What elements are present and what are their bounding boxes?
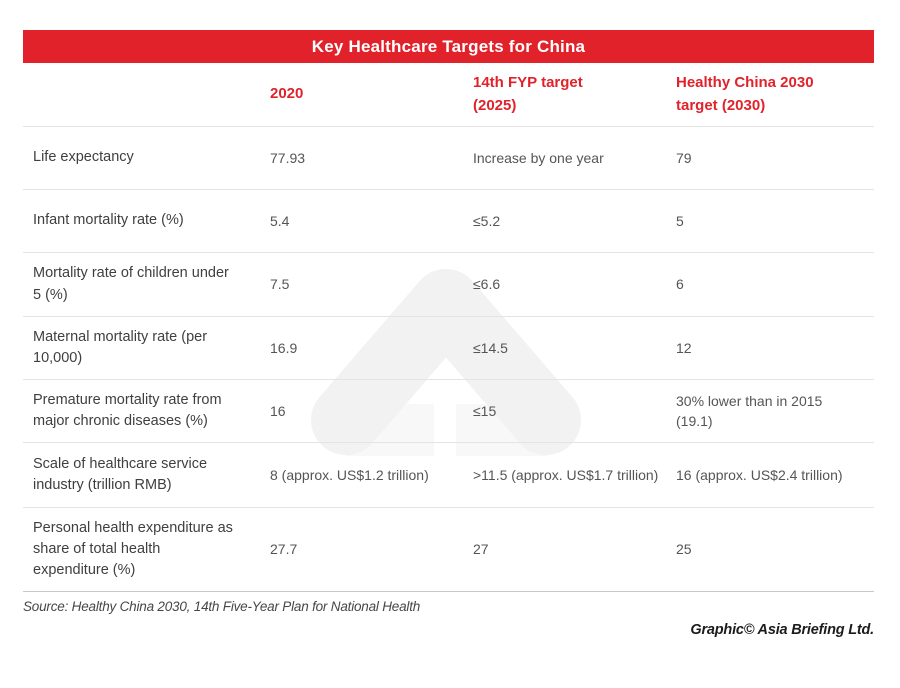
column-header-2020: 2020 xyxy=(270,83,473,106)
table-row-premature-mortality: Premature mortality rate from major chro… xyxy=(23,380,874,443)
value-2020: 7.5 xyxy=(270,276,290,293)
table-content: Key Healthcare Targets for China 2020 14… xyxy=(0,30,900,638)
value-hc2030: 5 xyxy=(676,212,684,229)
healthcare-targets-table: 2020 14th FYP target (2025) Healthy Chin… xyxy=(23,63,874,592)
column-header-hc2030-label: Healthy China 2030 target (2030) xyxy=(676,74,814,114)
table-row-under5-mortality: Mortality rate of children under 5 (%) 7… xyxy=(23,253,874,317)
value-fyp: >11.5 (approx. US$1.7 trillion) xyxy=(473,466,659,483)
infographic-canvas: Key Healthcare Targets for China 2020 14… xyxy=(0,30,900,688)
value-hc2030: 6 xyxy=(676,276,684,293)
value-fyp: Increase by one year xyxy=(473,149,604,166)
value-fyp: 27 xyxy=(473,541,489,558)
table-row-life-expectancy: Life expectancy 77.93 Increase by one ye… xyxy=(23,127,874,190)
value-2020: 16 xyxy=(270,402,286,419)
value-fyp: ≤5.2 xyxy=(473,212,501,229)
row-label: Maternal mortality rate (per 10,000) xyxy=(33,328,208,366)
row-label: Personal health expenditure as share of … xyxy=(33,519,233,578)
value-2020: 27.7 xyxy=(270,541,298,558)
column-header-hc2030: Healthy China 2030 target (2030) xyxy=(676,72,874,117)
value-fyp: ≤15 xyxy=(473,402,497,419)
column-header-fyp-2025: 14th FYP target (2025) xyxy=(473,72,676,117)
value-2020: 16.9 xyxy=(270,339,298,356)
value-fyp: ≤6.6 xyxy=(473,276,501,293)
page-title: Key Healthcare Targets for China xyxy=(23,30,874,63)
row-label: Scale of healthcare service industry (tr… xyxy=(33,455,208,493)
column-header-fyp-2025-label: 14th FYP target (2025) xyxy=(473,74,583,114)
row-label: Life expectancy xyxy=(33,149,134,166)
value-hc2030: 12 xyxy=(676,339,692,356)
table-row-infant-mortality: Infant mortality rate (%) 5.4 ≤5.2 5 xyxy=(23,190,874,253)
value-hc2030: 79 xyxy=(676,149,692,166)
source-note: Source: Healthy China 2030, 14th Five-Ye… xyxy=(23,599,421,614)
table-row-maternal-mortality: Maternal mortality rate (per 10,000) 16.… xyxy=(23,317,874,380)
value-2020: 5.4 xyxy=(270,212,290,229)
graphic-credit: Graphic© Asia Briefing Ltd. xyxy=(690,622,874,638)
footer: Source: Healthy China 2030, 14th Five-Ye… xyxy=(23,599,874,638)
row-label: Infant mortality rate (%) xyxy=(33,212,184,229)
value-hc2030: 25 xyxy=(676,541,692,558)
value-2020: 77.93 xyxy=(270,149,306,166)
value-fyp: ≤14.5 xyxy=(473,339,508,356)
column-header-2020-label: 2020 xyxy=(270,85,304,103)
table-header-row: 2020 14th FYP target (2025) Healthy Chin… xyxy=(23,63,874,127)
row-label: Mortality rate of children under 5 (%) xyxy=(33,265,229,303)
value-hc2030: 16 (approx. US$2.4 trillion) xyxy=(676,466,843,483)
value-hc2030: 30% lower than in 2015 (19.1) xyxy=(676,392,823,429)
table-row-personal-health-expenditure: Personal health expenditure as share of … xyxy=(23,508,874,592)
value-2020: 8 (approx. US$1.2 trillion) xyxy=(270,466,429,483)
table-row-healthcare-industry-scale: Scale of healthcare service industry (tr… xyxy=(23,443,874,508)
row-label: Premature mortality rate from major chro… xyxy=(33,391,222,429)
